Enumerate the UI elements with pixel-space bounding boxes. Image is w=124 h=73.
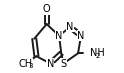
Text: N: N: [47, 59, 54, 68]
Text: 3: 3: [29, 63, 33, 69]
Text: NH: NH: [90, 48, 105, 58]
Text: N: N: [55, 31, 63, 41]
Text: S: S: [60, 59, 66, 68]
Text: N: N: [77, 31, 85, 41]
Text: CH: CH: [18, 59, 33, 68]
Text: 2: 2: [95, 53, 100, 59]
Text: O: O: [43, 5, 50, 14]
Text: N: N: [66, 22, 74, 32]
